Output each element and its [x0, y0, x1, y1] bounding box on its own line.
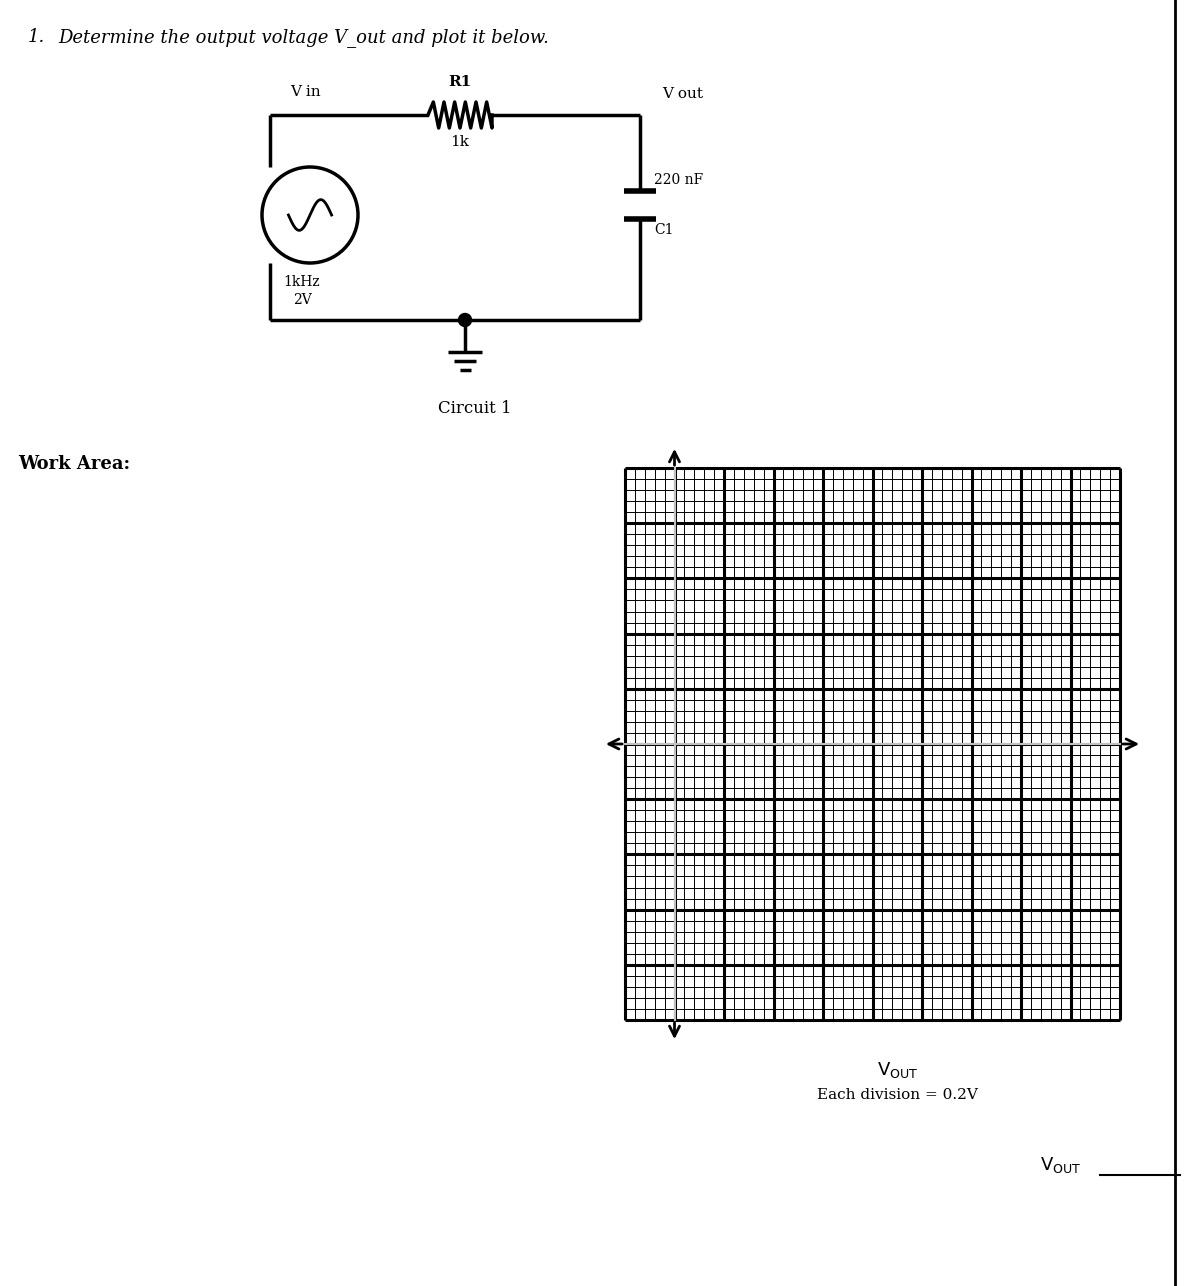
- Text: $\mathsf{V_{\mathrm{OUT}}}$: $\mathsf{V_{\mathrm{OUT}}}$: [876, 1060, 918, 1080]
- Text: V out: V out: [662, 87, 703, 102]
- Text: Work Area:: Work Area:: [18, 455, 130, 473]
- Text: 1kHz: 1kHz: [284, 275, 321, 289]
- Text: 220 nF: 220 nF: [654, 174, 703, 186]
- Text: Circuit 1: Circuit 1: [438, 400, 511, 417]
- Text: 2V: 2V: [292, 293, 311, 307]
- Text: Each division = 0.2V: Each division = 0.2V: [817, 1088, 978, 1102]
- Text: Determine the output voltage V_out and plot it below.: Determine the output voltage V_out and p…: [58, 28, 549, 48]
- Text: C1: C1: [654, 222, 674, 237]
- Text: V in: V in: [290, 85, 321, 99]
- Text: 1.: 1.: [28, 28, 45, 46]
- Circle shape: [458, 314, 471, 327]
- Text: $\mathsf{V_{\mathrm{OUT}}}$: $\mathsf{V_{\mathrm{OUT}}}$: [1040, 1155, 1081, 1175]
- Text: R1: R1: [449, 75, 471, 89]
- Text: 1k: 1k: [450, 135, 470, 149]
